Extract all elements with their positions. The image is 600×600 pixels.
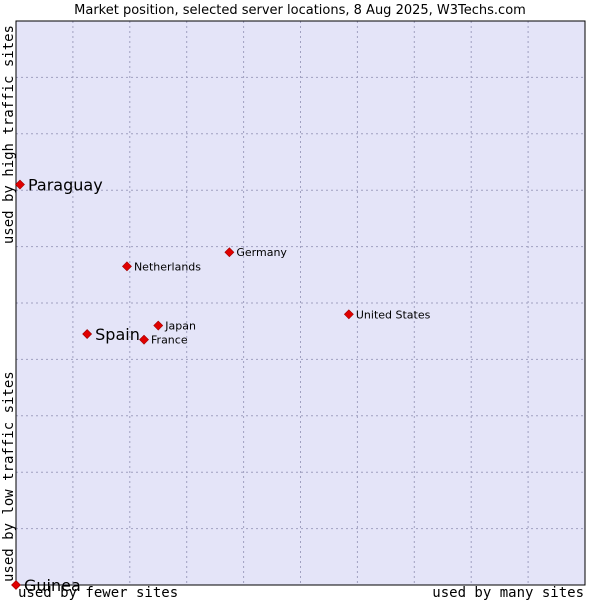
point-label-france: France <box>151 334 188 347</box>
data-points: Paraguay Germany Netherlands United States J… <box>11 176 431 595</box>
grid-lines <box>16 21 585 585</box>
point-label-guinea: Guinea <box>24 576 81 595</box>
point-label-netherlands: Netherlands <box>134 260 201 273</box>
point-marker-japan <box>153 320 164 331</box>
point-marker-spain <box>82 329 93 339</box>
point-marker-paraguay <box>15 179 25 190</box>
point-label-japan: Japan <box>164 320 196 333</box>
point-marker-germany <box>224 247 235 258</box>
y-axis-label-high: used by high traffic sites <box>1 25 17 244</box>
point-marker-guinea <box>11 580 21 590</box>
point-label-united-states: United States <box>356 308 431 321</box>
x-axis-label-low: used by fewer sites <box>18 585 178 600</box>
point-marker-netherlands <box>122 261 132 272</box>
point-marker-united-states <box>343 309 354 320</box>
chart-title: Market position, selected server locatio… <box>74 3 526 18</box>
x-axis-label-high: used by many sites <box>432 585 584 600</box>
plot-border <box>15 20 586 586</box>
point-label-paraguay: Paraguay <box>28 176 103 195</box>
y-axis-label-low: used by low traffic sites <box>1 371 17 582</box>
point-marker-france <box>139 334 149 345</box>
point-label-germany: Germany <box>236 246 287 259</box>
point-label-spain: Spain <box>95 325 140 344</box>
